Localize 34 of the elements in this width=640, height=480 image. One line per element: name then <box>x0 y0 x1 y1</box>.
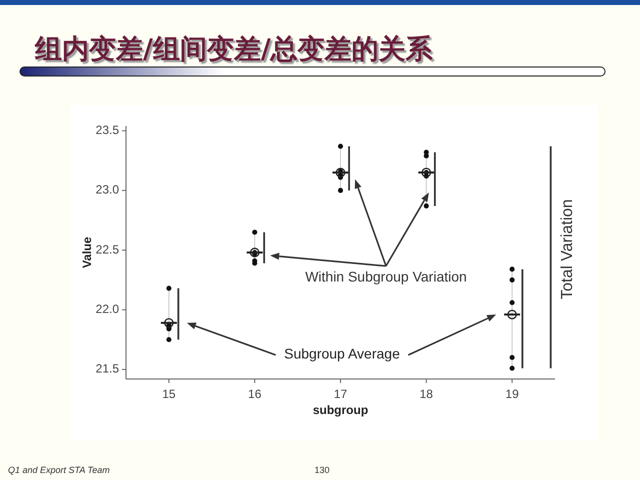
point <box>510 300 515 306</box>
point <box>421 168 432 178</box>
y-tick-label: 22.0 <box>96 302 120 316</box>
y-axis-title: Value <box>80 236 94 268</box>
text: 130 <box>314 465 330 475</box>
text: Q1 and Export STA Team <box>8 465 110 475</box>
point <box>510 366 515 371</box>
point <box>338 188 344 193</box>
point <box>510 277 515 282</box>
y-tick-label: 23.5 <box>96 122 120 137</box>
point <box>250 248 260 258</box>
point <box>336 168 346 178</box>
x-tick-label: 17 <box>334 387 348 402</box>
text: Within Subgroup Variation <box>305 268 467 285</box>
point <box>166 286 172 291</box>
point <box>510 355 515 360</box>
x-tick-label: 15 <box>162 387 176 402</box>
text: Subgroup Average <box>284 346 400 362</box>
chart-title: 组内变差/组间变差/总变差的关系 <box>34 34 434 65</box>
point <box>166 337 172 342</box>
point <box>338 144 344 149</box>
x-axis-title: subgroup <box>312 403 368 418</box>
text: Total Variation <box>558 199 576 300</box>
x-tick-label: 16 <box>248 387 262 402</box>
point <box>507 310 517 320</box>
y-tick-label: 23.0 <box>96 182 120 197</box>
point <box>510 266 515 272</box>
point <box>424 203 429 208</box>
point <box>164 318 174 328</box>
y-tick-label: 22.5 <box>96 242 120 256</box>
x-tick-label: 19 <box>505 387 520 402</box>
x-tick-label: 18 <box>420 387 434 402</box>
y-tick-label: 21.5 <box>96 362 120 376</box>
point <box>252 230 258 235</box>
